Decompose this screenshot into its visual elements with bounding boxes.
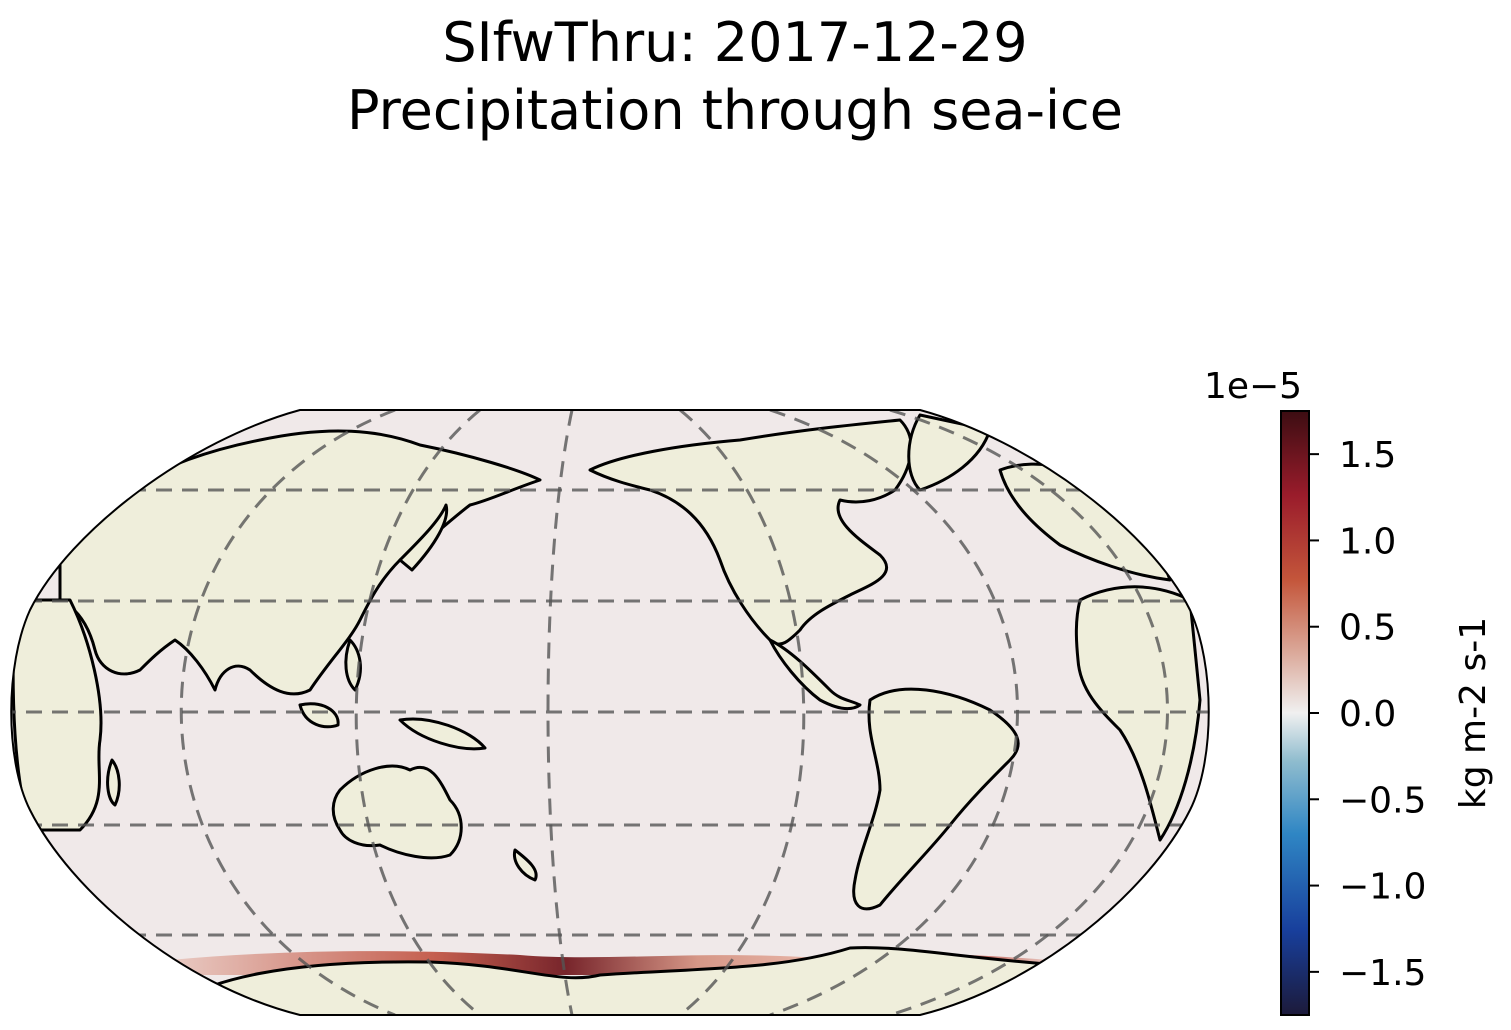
land-south-america xyxy=(852,687,1020,911)
colorbar-tick-label: 1.5 xyxy=(1339,435,1396,476)
colorbar-offset-text: 1e−5 xyxy=(1204,366,1302,407)
colorbar-ticks: 1.5 1.0 0.5 0.0 −0.5 −1.0 −1.5 xyxy=(1309,435,1426,994)
colorbar-tick-label: −0.5 xyxy=(1339,780,1426,821)
colorbar: 1.5 1.0 0.5 0.0 −0.5 −1.0 −1.5 1e−5 kg m-2 s-1 xyxy=(1204,366,1494,1016)
colorbar-tick-label: −1.0 xyxy=(1339,867,1426,908)
colorbar-tick-label: −1.5 xyxy=(1339,953,1426,994)
map-panel xyxy=(10,409,1210,1016)
colorbar-tick-label: 0.5 xyxy=(1339,608,1396,649)
map-subtitle: Precipitation through sea-ice xyxy=(347,79,1123,142)
land-new-zealand xyxy=(512,848,538,882)
map-title: SIfwThru: 2017-12-29 xyxy=(442,11,1028,74)
land-africa-left xyxy=(11,598,103,832)
land-africa-right xyxy=(1074,585,1202,842)
land-borneo xyxy=(298,702,340,729)
colorbar-tick-label: 0.0 xyxy=(1339,694,1396,735)
map-boundary xyxy=(10,409,1210,1016)
land-new-guinea xyxy=(398,717,487,751)
land-north-america xyxy=(588,418,913,646)
land-philippines xyxy=(344,638,362,692)
gridlines-longitude xyxy=(179,410,1169,1015)
colorbar-gradient xyxy=(1280,410,1310,1016)
land-central-america xyxy=(768,638,862,711)
colorbar-tick-label: 1.0 xyxy=(1339,521,1396,562)
colorbar-label: kg m-2 s-1 xyxy=(1453,617,1494,809)
land-eurasia xyxy=(58,429,542,696)
land-australia xyxy=(331,764,463,860)
land-madagascar xyxy=(106,758,121,807)
land-japan xyxy=(398,503,449,572)
land-masses xyxy=(11,413,1202,1015)
